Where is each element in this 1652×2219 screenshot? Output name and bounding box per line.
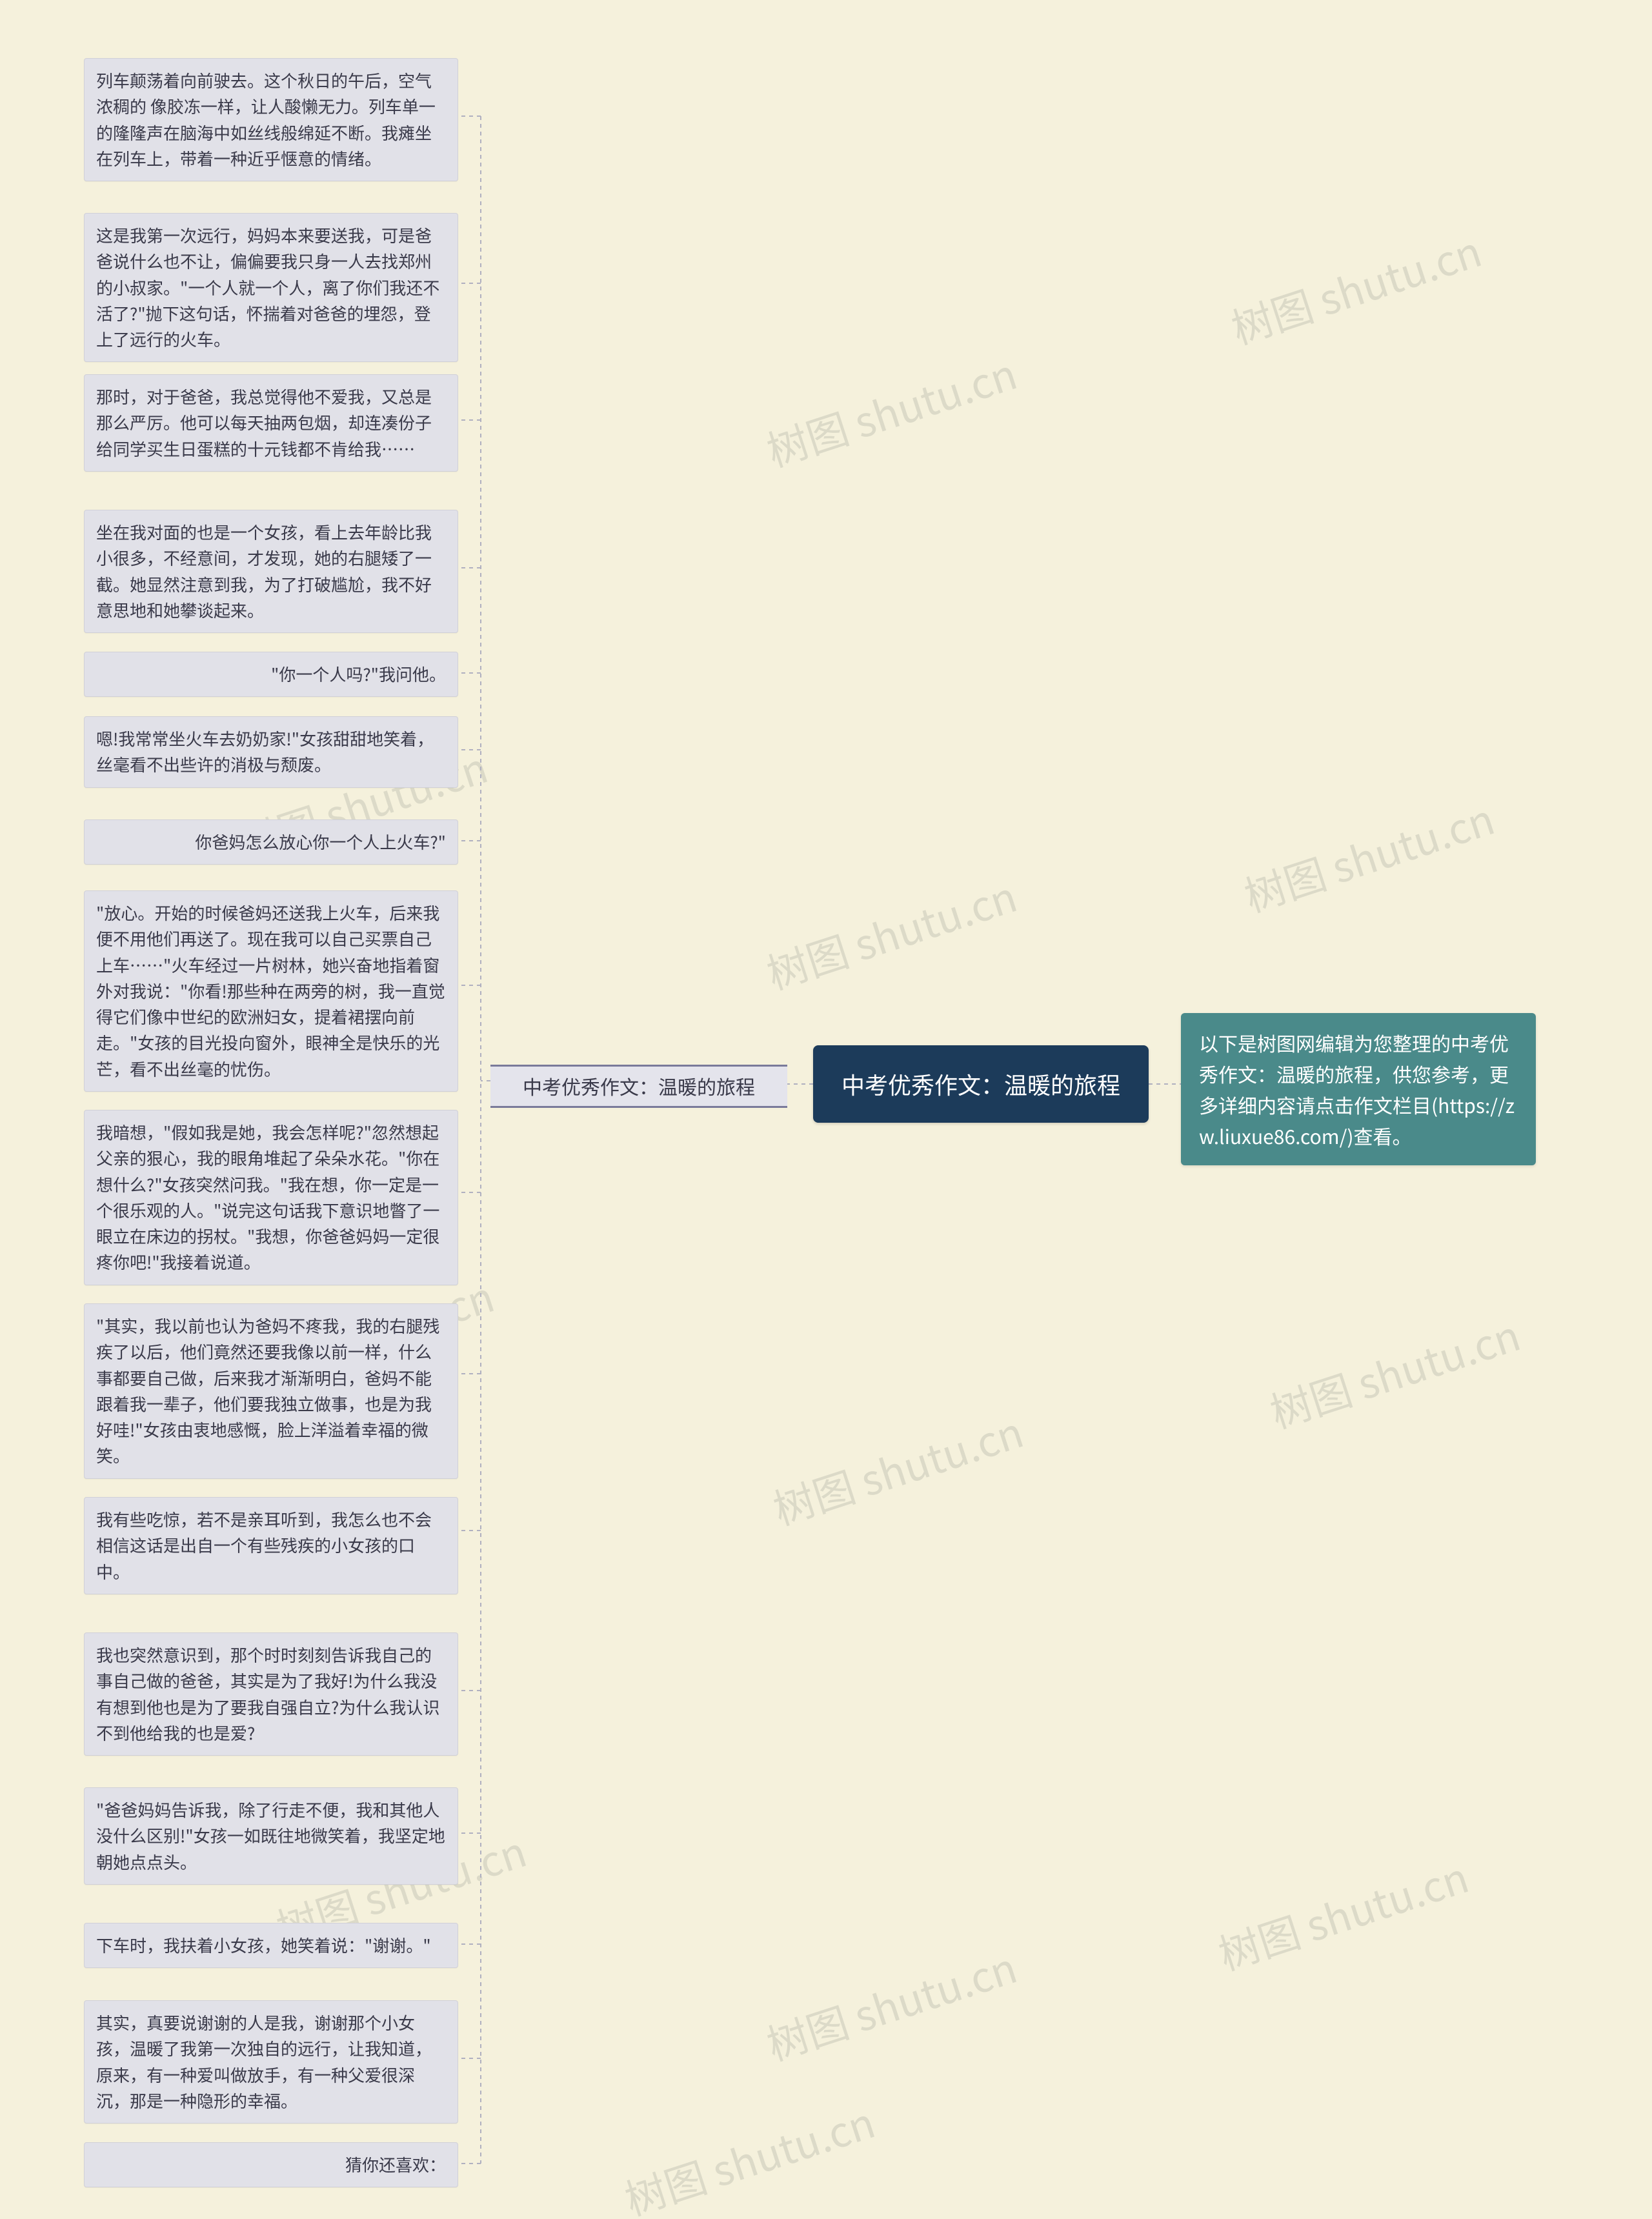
leaf-text: 其实，真要说谢谢的人是我，谢谢那个小女孩，温暖了我第一次独自的远行，让我知道，原… [96, 2011, 432, 2113]
left-section-node[interactable]: 中考优秀作文：温暖的旅程 [490, 1065, 787, 1108]
leaf-node[interactable]: 下车时，我扶着小女孩，她笑着说："谢谢。" [84, 1923, 458, 1968]
left-section-label: 中考优秀作文：温暖的旅程 [523, 1072, 755, 1100]
watermark-text: 树图 shutu.cn [759, 1936, 1023, 2073]
leaf-node[interactable]: 我暗想，"假如我是她，我会怎样呢?"忽然想起父亲的狠心，我的眼角堆起了朵朵水花。… [84, 1110, 458, 1285]
leaf-node[interactable]: "放心。开始的时候爸妈还送我上火车，后来我便不用他们再送了。现在我可以自己买票自… [84, 890, 458, 1092]
leaf-node[interactable]: 我也突然意识到，那个时时刻刻告诉我自己的事自己做的爸爸，其实是为了我好!为什么我… [84, 1632, 458, 1756]
watermark-text: 树图 shutu.cn [765, 1400, 1030, 1537]
watermark-text: 树图 shutu.cn [759, 342, 1023, 479]
leaf-text: 嗯!我常常坐火车去奶奶家!"女孩甜甜地笑着，丝毫看不出些许的消极与颓废。 [96, 727, 434, 776]
leaf-node[interactable]: 这是我第一次远行，妈妈本来要送我，可是爸爸说什么也不让，偏偏要我只身一人去找郑州… [84, 213, 458, 362]
leaf-node[interactable]: 我有些吃惊，若不是亲耳听到，我怎么也不会相信这话是出自一个有些残疾的小女孩的口中… [84, 1497, 458, 1594]
leaf-text: "你一个人吗?"我问他。 [271, 662, 446, 686]
leaf-node[interactable]: "爸爸妈妈告诉我，除了行走不便，我和其他人没什么区别!"女孩一如既往地微笑着，我… [84, 1787, 458, 1885]
root-label: 中考优秀作文：温暖的旅程 [841, 1067, 1120, 1101]
leaf-text: 下车时，我扶着小女孩，她笑着说："谢谢。" [96, 1933, 431, 1957]
leaf-node[interactable]: 猜你还喜欢： [84, 2142, 458, 2187]
leaf-text: 你爸妈怎么放心你一个人上火车?" [195, 830, 446, 854]
leaf-text: 那时，对于爸爸，我总觉得他不爱我，又总是那么严厉。他可以每天抽两包烟，却连凑份子… [96, 385, 432, 461]
watermark-text: 树图 shutu.cn [1224, 219, 1488, 356]
leaf-text: "爸爸妈妈告诉我，除了行走不便，我和其他人没什么区别!"女孩一如既往地微笑着，我… [96, 1798, 445, 1874]
watermark-text: 树图 shutu.cn [1236, 787, 1501, 924]
leaf-text: "放心。开始的时候爸妈还送我上火车，后来我便不用他们再送了。现在我可以自己买票自… [96, 901, 445, 1081]
leaf-text: 猜你还喜欢： [345, 2153, 446, 2176]
leaf-node[interactable]: 那时，对于爸爸，我总觉得他不爱我，又总是那么严厉。他可以每天抽两包烟，却连凑份子… [84, 374, 458, 472]
leaf-node[interactable]: 其实，真要说谢谢的人是我，谢谢那个小女孩，温暖了我第一次独自的远行，让我知道，原… [84, 2000, 458, 2124]
root-node[interactable]: 中考优秀作文：温暖的旅程 [813, 1045, 1149, 1123]
leaf-text: "其实，我以前也认为爸妈不疼我，我的右腿残疾了以后，他们竟然还要我像以前一样，什… [96, 1314, 439, 1467]
leaf-node[interactable]: "你一个人吗?"我问他。 [84, 652, 458, 697]
watermark-text: 树图 shutu.cn [759, 865, 1023, 1001]
leaf-text: 我也突然意识到，那个时时刻刻告诉我自己的事自己做的爸爸，其实是为了我好!为什么我… [96, 1643, 439, 1745]
leaf-text: 坐在我对面的也是一个女孩，看上去年龄比我小很多，不经意间，才发现，她的右腿矮了一… [96, 520, 432, 622]
leaf-node[interactable]: 你爸妈怎么放心你一个人上火车?" [84, 819, 458, 865]
leaf-node[interactable]: 嗯!我常常坐火车去奶奶家!"女孩甜甜地笑着，丝毫看不出些许的消极与颓废。 [84, 716, 458, 788]
leaf-text: 这是我第一次远行，妈妈本来要送我，可是爸爸说什么也不让，偏偏要我只身一人去找郑州… [96, 223, 439, 351]
leaf-node[interactable]: "其实，我以前也认为爸妈不疼我，我的右腿残疾了以后，他们竟然还要我像以前一样，什… [84, 1303, 458, 1479]
leaf-text: 列车颠荡着向前驶去。这个秋日的午后，空气浓稠的 像胶冻一样，让人酸懒无力。列车单… [96, 68, 436, 170]
leaf-text: 我有些吃惊，若不是亲耳听到，我怎么也不会相信这话是出自一个有些残疾的小女孩的口中… [96, 1507, 432, 1583]
watermark-text: 树图 shutu.cn [1211, 1845, 1475, 1982]
leaf-node[interactable]: 坐在我对面的也是一个女孩，看上去年龄比我小很多，不经意间，才发现，她的右腿矮了一… [84, 510, 458, 633]
leaf-node[interactable]: 列车颠荡着向前驶去。这个秋日的午后，空气浓稠的 像胶冻一样，让人酸懒无力。列车单… [84, 58, 458, 181]
right-branch-node[interactable]: 以下是树图网编辑为您整理的中考优秀作文：温暖的旅程，供您参考，更多详细内容请点击… [1181, 1013, 1536, 1165]
leaf-text: 我暗想，"假如我是她，我会怎样呢?"忽然想起父亲的狠心，我的眼角堆起了朵朵水花。… [96, 1120, 439, 1274]
watermark-text: 树图 shutu.cn [1262, 1303, 1527, 1440]
watermark-text: 树图 shutu.cn [617, 2091, 881, 2219]
right-branch-label: 以下是树图网编辑为您整理的中考优秀作文：温暖的旅程，供您参考，更多详细内容请点击… [1199, 1029, 1515, 1150]
